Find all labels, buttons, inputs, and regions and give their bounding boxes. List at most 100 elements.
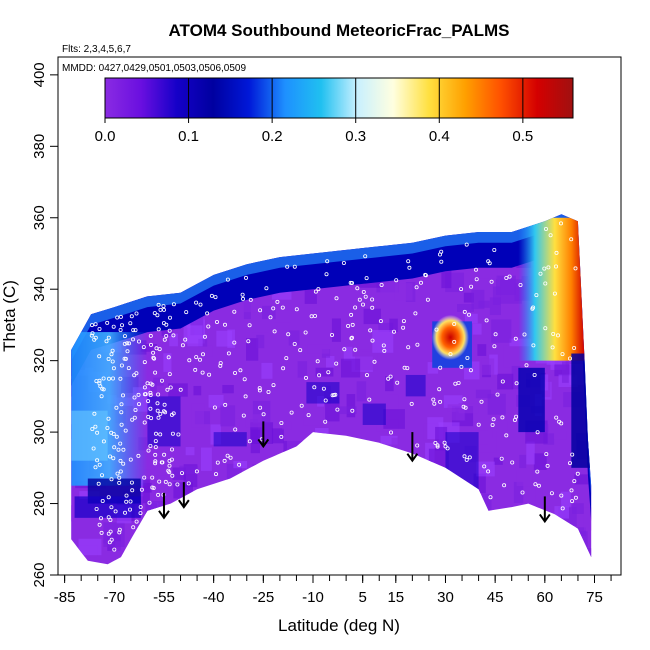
observation-point [438,399,443,404]
observation-point [484,318,489,323]
observation-point [341,260,346,265]
field-cell [330,228,349,245]
x-tick-label: 60 [536,589,553,606]
observation-point [110,348,115,353]
field-cell [513,481,524,504]
field-cell [464,499,476,521]
field-cell [599,313,608,332]
observation-point [435,443,440,448]
field-cell [218,513,227,524]
observation-point [106,495,111,500]
observation-point [153,431,158,436]
field-cell [596,408,616,419]
field-cell [83,282,99,294]
field-cell [206,214,216,217]
field-cell [331,318,341,342]
observation-point [94,379,99,384]
observation-point [550,345,555,350]
observation-point [130,417,135,422]
field-cell [68,191,75,213]
observation-point [507,274,512,279]
observation-point [108,529,113,534]
field-cell [297,361,308,378]
observation-point [542,266,547,271]
observation-point [136,392,141,397]
field-cell [307,344,330,354]
field-cell [202,493,220,502]
field-cell [447,404,459,412]
field-cell [222,384,234,394]
observation-point [99,530,104,535]
observation-point [423,272,428,277]
observation-point [127,507,132,512]
field-cell [256,334,265,349]
observation-point [520,490,525,495]
observation-point [233,427,238,432]
observation-point [156,302,161,307]
field-cell [245,414,262,428]
observation-point [312,385,317,390]
field-cell [493,457,503,465]
field-cell [543,433,555,445]
field-cell [596,452,604,473]
field-cell [262,305,276,320]
field-cell [598,282,620,302]
field-cell [481,214,499,223]
y-tick-label: 360 [31,205,48,230]
observation-point [157,479,162,484]
observation-point [294,307,299,312]
field-cell [269,221,288,245]
observation-point [118,441,123,446]
field-cell [304,195,313,215]
observation-point [93,322,98,327]
field-cell [213,547,228,565]
observation-point [170,473,175,478]
observation-point [355,286,360,291]
observation-point [349,312,354,317]
observation-point [240,296,245,301]
observation-point [258,405,263,410]
observation-point [92,411,97,416]
field-cell [211,245,228,257]
field-cell [288,330,300,346]
x-tick-label: -10 [302,589,324,606]
observation-point [158,432,163,437]
observation-point [119,422,124,427]
field-cell [83,288,95,297]
field-cell [146,521,163,535]
colorbar-tick-label: 0.4 [429,128,450,145]
plot-frame [57,56,622,576]
observation-point [125,341,130,346]
observation-point [96,481,101,486]
observation-point [264,286,269,291]
observation-point [155,313,160,318]
observation-point [95,458,100,463]
field-cell [390,201,405,211]
observation-point [90,331,95,336]
field-cell [444,553,456,564]
observation-point [213,295,218,300]
field-cell [481,493,492,516]
observation-point [169,412,174,417]
observation-point [166,355,171,360]
field-cell [585,271,592,283]
observation-point [323,419,328,424]
field-cell [299,548,307,563]
x-tick-label: -55 [153,589,175,606]
chart-title: ATOM4 Southbound MeteoricFrac_PALMS [169,21,510,40]
field-cell [422,459,433,480]
observation-point [257,388,262,393]
observation-point [367,397,372,402]
field-cell [184,553,202,565]
field-cell [136,482,152,493]
observation-point [545,463,550,468]
observation-point [148,443,153,448]
observation-point [97,522,102,527]
observation-point [232,370,237,375]
observation-point [465,355,470,360]
observation-point [241,413,246,418]
observation-point [559,221,564,226]
field-cell [561,491,571,508]
observation-point [95,430,100,435]
profile-arrows [158,421,551,524]
